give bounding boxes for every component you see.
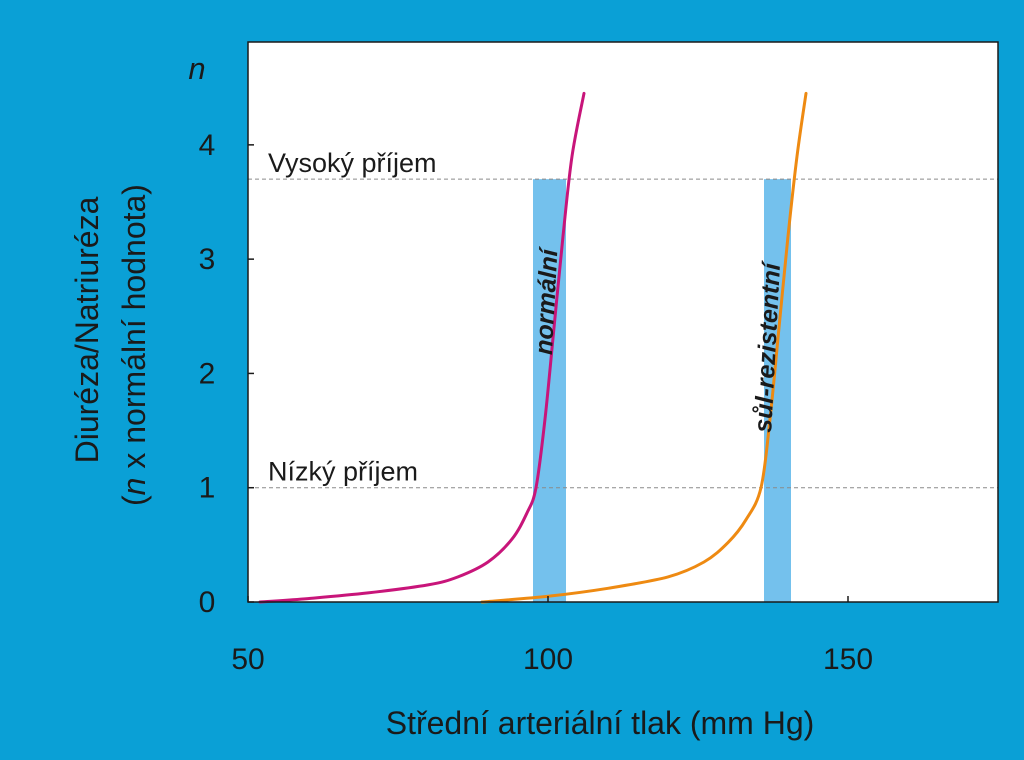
- x-tick-label-50: 50: [231, 643, 264, 676]
- axes-layer: [247, 41, 999, 603]
- y-tick-label-2: 2: [199, 357, 216, 390]
- reference-line-label-1: Vysoký příjem: [268, 148, 437, 178]
- y-axis-title-paren: (: [116, 495, 152, 506]
- y-axis-unit-label: n: [188, 51, 205, 86]
- x-tick-label-100: 100: [523, 643, 573, 676]
- plot-area: [248, 42, 998, 602]
- x-tick-label-150: 150: [823, 643, 873, 676]
- reference-line-label-2: Nízký příjem: [268, 457, 418, 487]
- y-axis-title-n: n: [116, 478, 152, 496]
- curves-layer: [258, 91, 808, 604]
- y-tick-label-0: 0: [199, 586, 216, 619]
- y-tick-label-3: 3: [199, 243, 216, 276]
- plot-frame: [247, 41, 999, 603]
- y-tick-label-1: 1: [199, 472, 216, 505]
- y-axis-title-line-2: (n x normální hodnota): [116, 184, 152, 506]
- curve-normalni: [258, 91, 586, 604]
- reference-lines-layer: [248, 178, 998, 489]
- curve-sul-rezistentni: [480, 91, 808, 604]
- y-axis-title-line-1: Diuréza/Natriuréza: [69, 196, 105, 463]
- x-axis-title: Střední arteriální tlak (mm Hg): [386, 705, 815, 741]
- series-label-normalni: normální: [530, 245, 564, 355]
- y-axis-title-rest: x normální hodnota): [116, 184, 152, 478]
- y-tick-label-4: 4: [199, 129, 216, 162]
